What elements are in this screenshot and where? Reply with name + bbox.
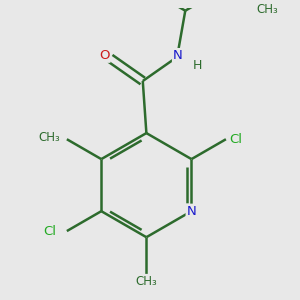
Text: CH₃: CH₃ (136, 275, 157, 288)
Text: N: N (173, 49, 183, 62)
Text: Cl: Cl (229, 133, 242, 146)
Text: CH₃: CH₃ (256, 3, 278, 16)
Text: O: O (99, 49, 110, 62)
Text: H: H (193, 59, 202, 72)
Text: N: N (187, 205, 196, 218)
Text: CH₃: CH₃ (38, 131, 60, 144)
Text: Cl: Cl (44, 225, 57, 238)
